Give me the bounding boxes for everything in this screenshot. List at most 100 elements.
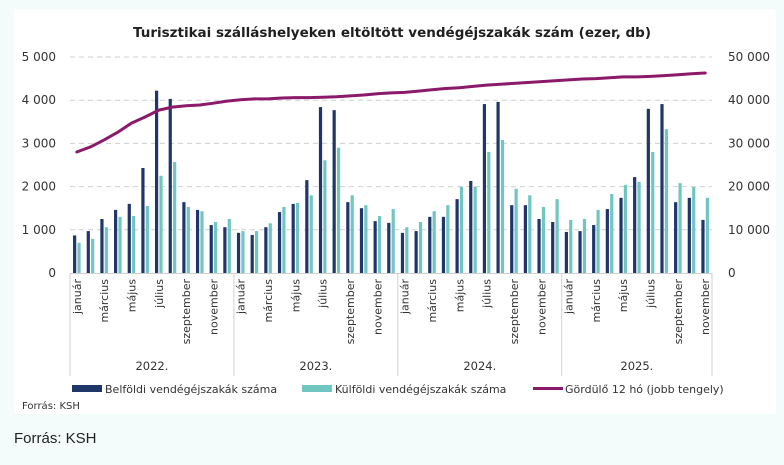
bar-domestic bbox=[236, 232, 241, 273]
left-axis-ticks: 0 1 000 2 000 3 000 4 000 5 000 bbox=[22, 50, 56, 280]
left-tick-label: 4 000 bbox=[22, 93, 56, 107]
bars bbox=[73, 90, 709, 274]
bar-foreign bbox=[350, 195, 354, 273]
right-tick-label: 40 000 bbox=[728, 93, 770, 107]
legend-label-foreign: Külföldi vendégéjszakák száma bbox=[335, 383, 506, 396]
month-label: július bbox=[481, 279, 494, 309]
bar-domestic bbox=[154, 90, 159, 273]
bar-foreign bbox=[282, 206, 286, 273]
bar-domestic bbox=[73, 235, 77, 273]
month-label: július bbox=[645, 279, 658, 309]
bar-foreign bbox=[200, 211, 204, 273]
bar-domestic bbox=[141, 168, 145, 273]
bar-foreign bbox=[391, 209, 395, 273]
bar-domestic bbox=[114, 209, 118, 273]
bar-foreign bbox=[227, 219, 231, 273]
left-tick-label: 5 000 bbox=[22, 50, 56, 64]
bar-foreign bbox=[664, 129, 668, 273]
bar-foreign bbox=[678, 183, 682, 273]
bar-foreign bbox=[309, 195, 313, 273]
bar-domestic bbox=[209, 225, 213, 273]
bar-foreign bbox=[186, 206, 190, 273]
bar-foreign bbox=[268, 223, 272, 273]
bar-domestic bbox=[455, 199, 459, 273]
bar-foreign bbox=[514, 188, 518, 273]
bar-domestic bbox=[346, 202, 350, 273]
bar-domestic bbox=[510, 205, 514, 273]
bar-foreign bbox=[432, 211, 436, 273]
bar-domestic bbox=[400, 232, 405, 273]
month-label: január bbox=[399, 279, 412, 315]
bar-domestic bbox=[619, 197, 623, 273]
bar-domestic bbox=[564, 231, 568, 273]
bar-domestic bbox=[537, 219, 541, 273]
month-label: május bbox=[125, 279, 138, 312]
bar-foreign bbox=[623, 184, 628, 273]
rolling-line bbox=[75, 71, 707, 154]
bar-domestic bbox=[264, 227, 268, 273]
chart-source-note: Forrás: KSH bbox=[22, 400, 80, 412]
month-label: január bbox=[235, 279, 248, 315]
bar-foreign bbox=[582, 219, 587, 273]
bar-foreign bbox=[487, 152, 491, 273]
bar-foreign bbox=[541, 206, 546, 273]
bar-foreign bbox=[405, 227, 409, 273]
month-label: május bbox=[617, 279, 630, 312]
month-label: november bbox=[207, 279, 220, 335]
legend-label-domestic: Belföldi vendégéjszakák száma bbox=[105, 383, 277, 396]
bar-domestic bbox=[660, 104, 664, 273]
right-tick-label: 50 000 bbox=[728, 50, 770, 64]
chart: Turisztikai szálláshelyeken eltöltött ve… bbox=[22, 25, 770, 412]
bar-foreign bbox=[214, 222, 218, 273]
month-label: november bbox=[371, 279, 384, 335]
bar-foreign bbox=[459, 186, 464, 273]
month-label: január bbox=[563, 279, 576, 315]
bar-foreign bbox=[145, 206, 149, 273]
bar-foreign bbox=[446, 205, 450, 273]
bar-domestic bbox=[387, 222, 391, 273]
bar-domestic bbox=[168, 98, 172, 274]
bar-foreign bbox=[418, 222, 423, 273]
month-label: január bbox=[71, 279, 84, 315]
bar-foreign bbox=[651, 152, 655, 273]
year-label: 2022. bbox=[135, 359, 168, 373]
month-label: május bbox=[453, 279, 466, 312]
bar-domestic bbox=[291, 203, 295, 273]
x-axis: január március május július szeptember novemb… bbox=[69, 273, 713, 376]
month-label: szeptember bbox=[180, 279, 193, 345]
chart-title: Turisztikai szálláshelyeken eltöltött ve… bbox=[133, 25, 651, 41]
bar-domestic bbox=[277, 212, 282, 273]
bar-foreign bbox=[104, 227, 108, 273]
bar-domestic bbox=[305, 180, 309, 273]
bar-foreign bbox=[118, 216, 122, 273]
year-label: 2023. bbox=[299, 359, 332, 373]
month-label: március bbox=[426, 279, 439, 323]
left-tick-label: 2 000 bbox=[22, 180, 56, 194]
bar-domestic bbox=[223, 227, 227, 273]
bar-domestic bbox=[100, 219, 104, 273]
bar-domestic bbox=[195, 209, 200, 273]
bar-foreign bbox=[528, 195, 532, 273]
bar-domestic bbox=[633, 177, 637, 273]
right-tick-label: 20 000 bbox=[728, 180, 770, 194]
bar-foreign bbox=[473, 186, 477, 273]
left-tick-label: 1 000 bbox=[22, 223, 56, 237]
bar-foreign bbox=[241, 231, 245, 273]
bar-domestic bbox=[605, 209, 609, 273]
bar-domestic bbox=[578, 231, 582, 273]
bar-domestic bbox=[482, 104, 487, 273]
month-label: július bbox=[153, 279, 166, 309]
bar-domestic bbox=[469, 180, 473, 273]
bar-domestic bbox=[250, 234, 254, 273]
bar-foreign bbox=[364, 205, 368, 273]
bar-foreign bbox=[323, 160, 327, 273]
bar-domestic bbox=[318, 107, 323, 273]
bar-foreign bbox=[336, 147, 341, 273]
bar-domestic bbox=[674, 202, 678, 273]
bar-foreign bbox=[569, 219, 573, 273]
bar-domestic bbox=[182, 202, 186, 273]
legend-label-rolling: Gördülő 12 hó (jobb tengely) bbox=[565, 383, 724, 396]
month-label: szeptember bbox=[344, 279, 357, 345]
bar-foreign bbox=[91, 238, 95, 273]
month-label: november bbox=[535, 279, 548, 335]
